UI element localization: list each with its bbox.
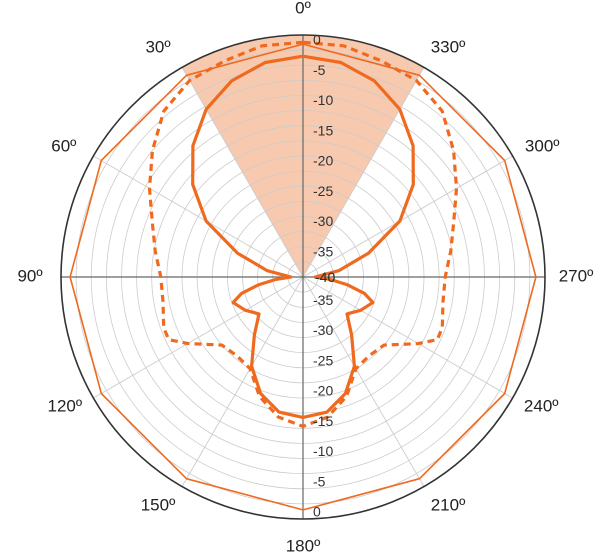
grid-spoke — [93, 276, 304, 399]
ring-label: -15 — [313, 413, 333, 429]
ring-label: -20 — [313, 383, 333, 399]
grid-spoke — [302, 276, 513, 399]
angle-label: 300º — [525, 136, 560, 155]
grid-spoke — [181, 67, 304, 278]
ring-label: -25 — [313, 353, 333, 369]
ring-label: -30 — [313, 322, 333, 338]
ring-label: -40 — [315, 269, 335, 285]
angle-label: 120º — [48, 396, 83, 415]
grid-spoke — [181, 276, 304, 487]
angle-label: 330º — [431, 37, 466, 56]
ring-label: -10 — [313, 92, 333, 108]
ring-label: 0 — [313, 32, 321, 48]
ring-label: -25 — [313, 183, 333, 199]
series-curve-dashed — [147, 40, 459, 428]
ring-label: -10 — [313, 443, 333, 459]
ring-label: -35 — [313, 244, 333, 260]
angle-label: 210º — [431, 496, 466, 515]
ring-label: -20 — [313, 153, 333, 169]
grid-spoke — [302, 276, 425, 487]
ring-label: -5 — [313, 62, 326, 78]
ring-label: -5 — [313, 474, 326, 490]
label-layer: 0º 30º 60º 90º 120º 150º 180º 210º 240º 270º 300º 3… — [17, 0, 593, 553]
ring-label: 0 — [313, 504, 321, 520]
grid-spoke — [93, 155, 304, 278]
angle-label: 270º — [559, 266, 594, 285]
grid-spoke — [302, 67, 425, 278]
angle-label: 180º — [286, 536, 321, 553]
angle-label: 30º — [145, 37, 170, 56]
series-curve-solid-thin — [69, 43, 537, 511]
outer-ring — [60, 34, 546, 520]
angle-label: 150º — [141, 496, 176, 515]
ring-label: -15 — [313, 123, 333, 139]
grid-spoke — [302, 155, 513, 278]
angle-label: 60º — [51, 136, 76, 155]
ring-label: -35 — [313, 292, 333, 308]
angle-label: 240º — [524, 396, 559, 415]
series-curve-solid-thick — [191, 54, 415, 419]
angle-label: 90º — [17, 266, 42, 285]
ring-label: -30 — [313, 213, 333, 229]
grid-layer — [60, 34, 546, 520]
series-layer — [69, 40, 537, 511]
angle-label: 0º — [295, 0, 311, 17]
ring-label: -40 — [315, 269, 335, 285]
